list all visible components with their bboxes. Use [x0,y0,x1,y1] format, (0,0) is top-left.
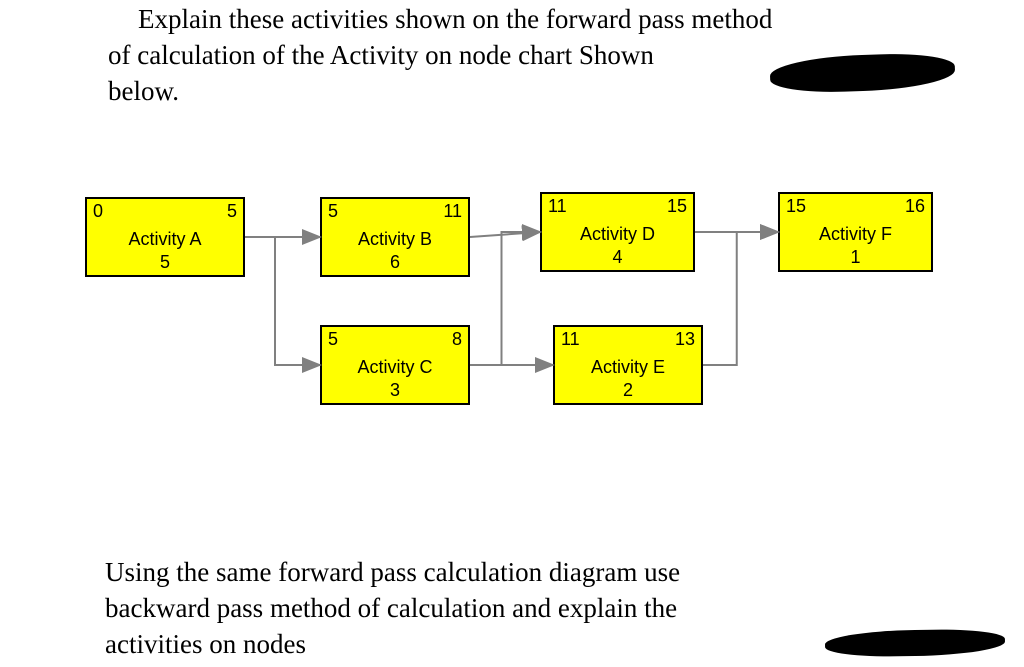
node-b-ef: 11 [443,201,462,222]
node-b-es: 5 [328,201,338,222]
node-c-es: 5 [328,329,338,350]
question-bottom-line2: backward pass method of calculation and … [105,591,677,626]
node-d-ef: 15 [667,196,687,217]
node-d-name: Activity D [542,224,693,245]
question-bottom-line1: Using the same forward pass calculation … [105,555,680,590]
activity-node-a: 0 5 Activity A 5 [85,197,245,277]
node-a-dur: 5 [87,252,243,273]
node-d-dur: 4 [542,247,693,268]
activity-node-d: 11 15 Activity D 4 [540,192,695,272]
activity-node-f: 15 16 Activity F 1 [778,192,933,272]
node-e-ef: 13 [675,329,695,350]
node-d-es: 11 [548,196,567,217]
node-f-ef: 16 [905,196,925,217]
node-c-dur: 3 [322,380,468,401]
node-e-dur: 2 [555,380,701,401]
node-f-dur: 1 [780,247,931,268]
question-top-line2: of calculation of the Activity on node c… [108,38,654,73]
node-a-es: 0 [93,201,103,222]
node-c-ef: 8 [452,329,462,350]
node-b-name: Activity B [322,229,468,250]
node-e-name: Activity E [555,357,701,378]
node-c-name: Activity C [322,357,468,378]
redaction-mark-bottom [825,628,1005,657]
node-a-ef: 5 [227,201,237,222]
edge-b-d [470,232,540,237]
redaction-mark-top [769,52,955,94]
node-f-es: 15 [786,196,806,217]
activity-node-c: 5 8 Activity C 3 [320,325,470,405]
question-bottom-line3: activities on nodes [105,627,306,662]
activity-node-b: 5 11 Activity B 6 [320,197,470,277]
edge-a-c [245,237,320,365]
question-top-line3: below. [108,74,179,109]
node-e-es: 11 [561,329,580,350]
edge-e-f [703,232,778,365]
activity-node-e: 11 13 Activity E 2 [553,325,703,405]
question-top-line1: Explain these activities shown on the fo… [138,2,772,37]
edge-c-d [470,232,540,365]
node-a-name: Activity A [87,229,243,250]
node-f-name: Activity F [780,224,931,245]
node-b-dur: 6 [322,252,468,273]
